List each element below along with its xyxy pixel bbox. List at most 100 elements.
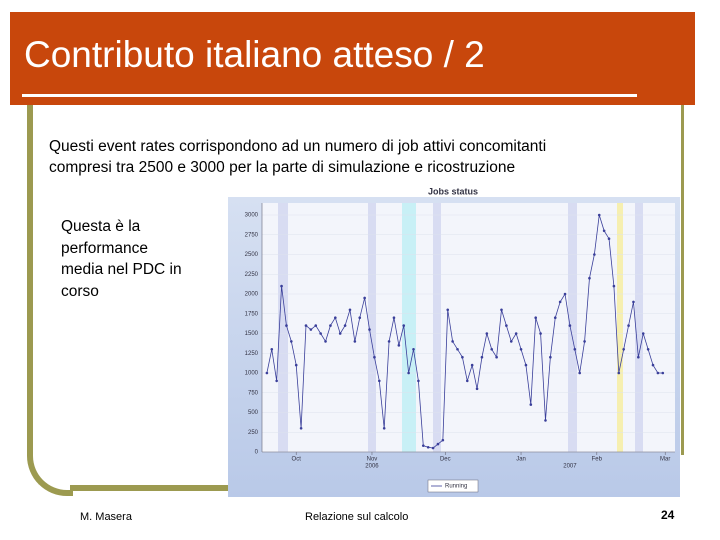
band [368, 203, 376, 452]
data-point [363, 296, 366, 300]
title-underline [22, 94, 637, 97]
chart-title: Jobs status [428, 186, 478, 196]
x-tick-label: Dec [440, 457, 451, 463]
data-point [607, 237, 611, 240]
data-point [637, 355, 640, 359]
title-bar [10, 12, 695, 105]
y-tick-label: 2250 [245, 272, 259, 278]
data-point [524, 363, 528, 367]
data-point [646, 348, 650, 351]
data-point [534, 316, 538, 319]
y-tick-label: 250 [248, 430, 259, 436]
data-point [421, 444, 425, 447]
data-point [270, 348, 274, 351]
data-point [387, 340, 391, 343]
data-point [402, 324, 406, 327]
data-point [426, 445, 430, 449]
band [278, 203, 288, 452]
data-point [656, 371, 660, 375]
legend-label: Running [445, 484, 467, 490]
band [635, 203, 643, 452]
data-point [622, 348, 625, 351]
x-tick-label: Jan [516, 457, 526, 463]
data-point [465, 379, 469, 383]
body-line: compresi tra 2500 e 3000 per la parte di… [49, 159, 516, 176]
data-point [412, 348, 415, 351]
data-point [661, 371, 665, 375]
data-point [456, 348, 459, 351]
data-point [514, 332, 518, 335]
footer-author: M. Masera [80, 511, 132, 523]
data-point [451, 340, 454, 343]
data-point [505, 324, 508, 327]
data-point [612, 284, 616, 288]
data-point [563, 292, 567, 296]
data-point [441, 438, 445, 442]
data-point [319, 332, 322, 335]
data-point [461, 355, 464, 359]
data-point [485, 332, 489, 335]
data-point [417, 379, 420, 383]
data-point [632, 300, 635, 304]
x-tick-label: Nov [367, 457, 378, 463]
data-point [651, 363, 655, 367]
data-point [593, 253, 596, 256]
data-point [299, 427, 303, 430]
data-point [544, 419, 547, 422]
footer-center: Relazione sul calcolo [305, 511, 409, 523]
data-point [558, 300, 562, 304]
data-point [568, 324, 572, 327]
x-tick-label: Oct [292, 457, 302, 463]
data-point [397, 344, 401, 347]
body-line: Questi event rates corrispondono ad un n… [49, 138, 547, 155]
data-point [353, 340, 357, 343]
data-point [470, 363, 474, 367]
data-point [583, 340, 586, 343]
data-point [480, 355, 484, 359]
data-point [500, 308, 503, 312]
data-point [275, 379, 278, 383]
y-tick-label: 1750 [245, 311, 259, 317]
data-point [392, 316, 396, 319]
series-line [266, 214, 663, 449]
right-frame [681, 105, 684, 455]
data-point [382, 427, 386, 430]
y-tick-label: 0 [255, 450, 259, 456]
y-tick-label: 750 [248, 390, 259, 396]
y-tick-label: 2750 [245, 232, 259, 238]
data-point [641, 332, 645, 335]
data-point [294, 363, 298, 367]
data-point [285, 324, 288, 327]
year-label: 2006 [365, 464, 379, 470]
y-tick-label: 1000 [245, 371, 259, 377]
data-point [280, 284, 283, 288]
page-number: 24 [661, 508, 675, 522]
data-point [627, 324, 630, 327]
data-point [304, 324, 308, 327]
y-tick-label: 3000 [245, 213, 259, 219]
year-label: 2007 [563, 464, 577, 470]
data-point [290, 340, 293, 343]
data-point [549, 355, 552, 359]
x-tick-label: Mar [660, 457, 670, 463]
legend-box [427, 479, 479, 493]
data-point [573, 348, 577, 351]
band [617, 203, 623, 452]
side-note: Questa è la performance media nel PDC in… [61, 218, 182, 300]
chart: Jobs status 0 250 500 750 1000 1250 1500 1750 20… [228, 186, 680, 497]
data-point [529, 403, 533, 406]
data-point [314, 324, 318, 327]
data-point [329, 324, 332, 327]
data-point [553, 316, 557, 319]
x-tick-label: Feb [592, 457, 603, 463]
plot-area [262, 203, 675, 452]
data-point [378, 379, 381, 383]
data-point [578, 371, 581, 375]
data-point [358, 316, 362, 319]
data-point [334, 316, 337, 319]
y-tick-label: 1500 [245, 331, 259, 337]
data-point [368, 328, 371, 331]
data-point [348, 308, 352, 312]
slide-title: Contributo italiano atteso / 2 [24, 34, 485, 75]
